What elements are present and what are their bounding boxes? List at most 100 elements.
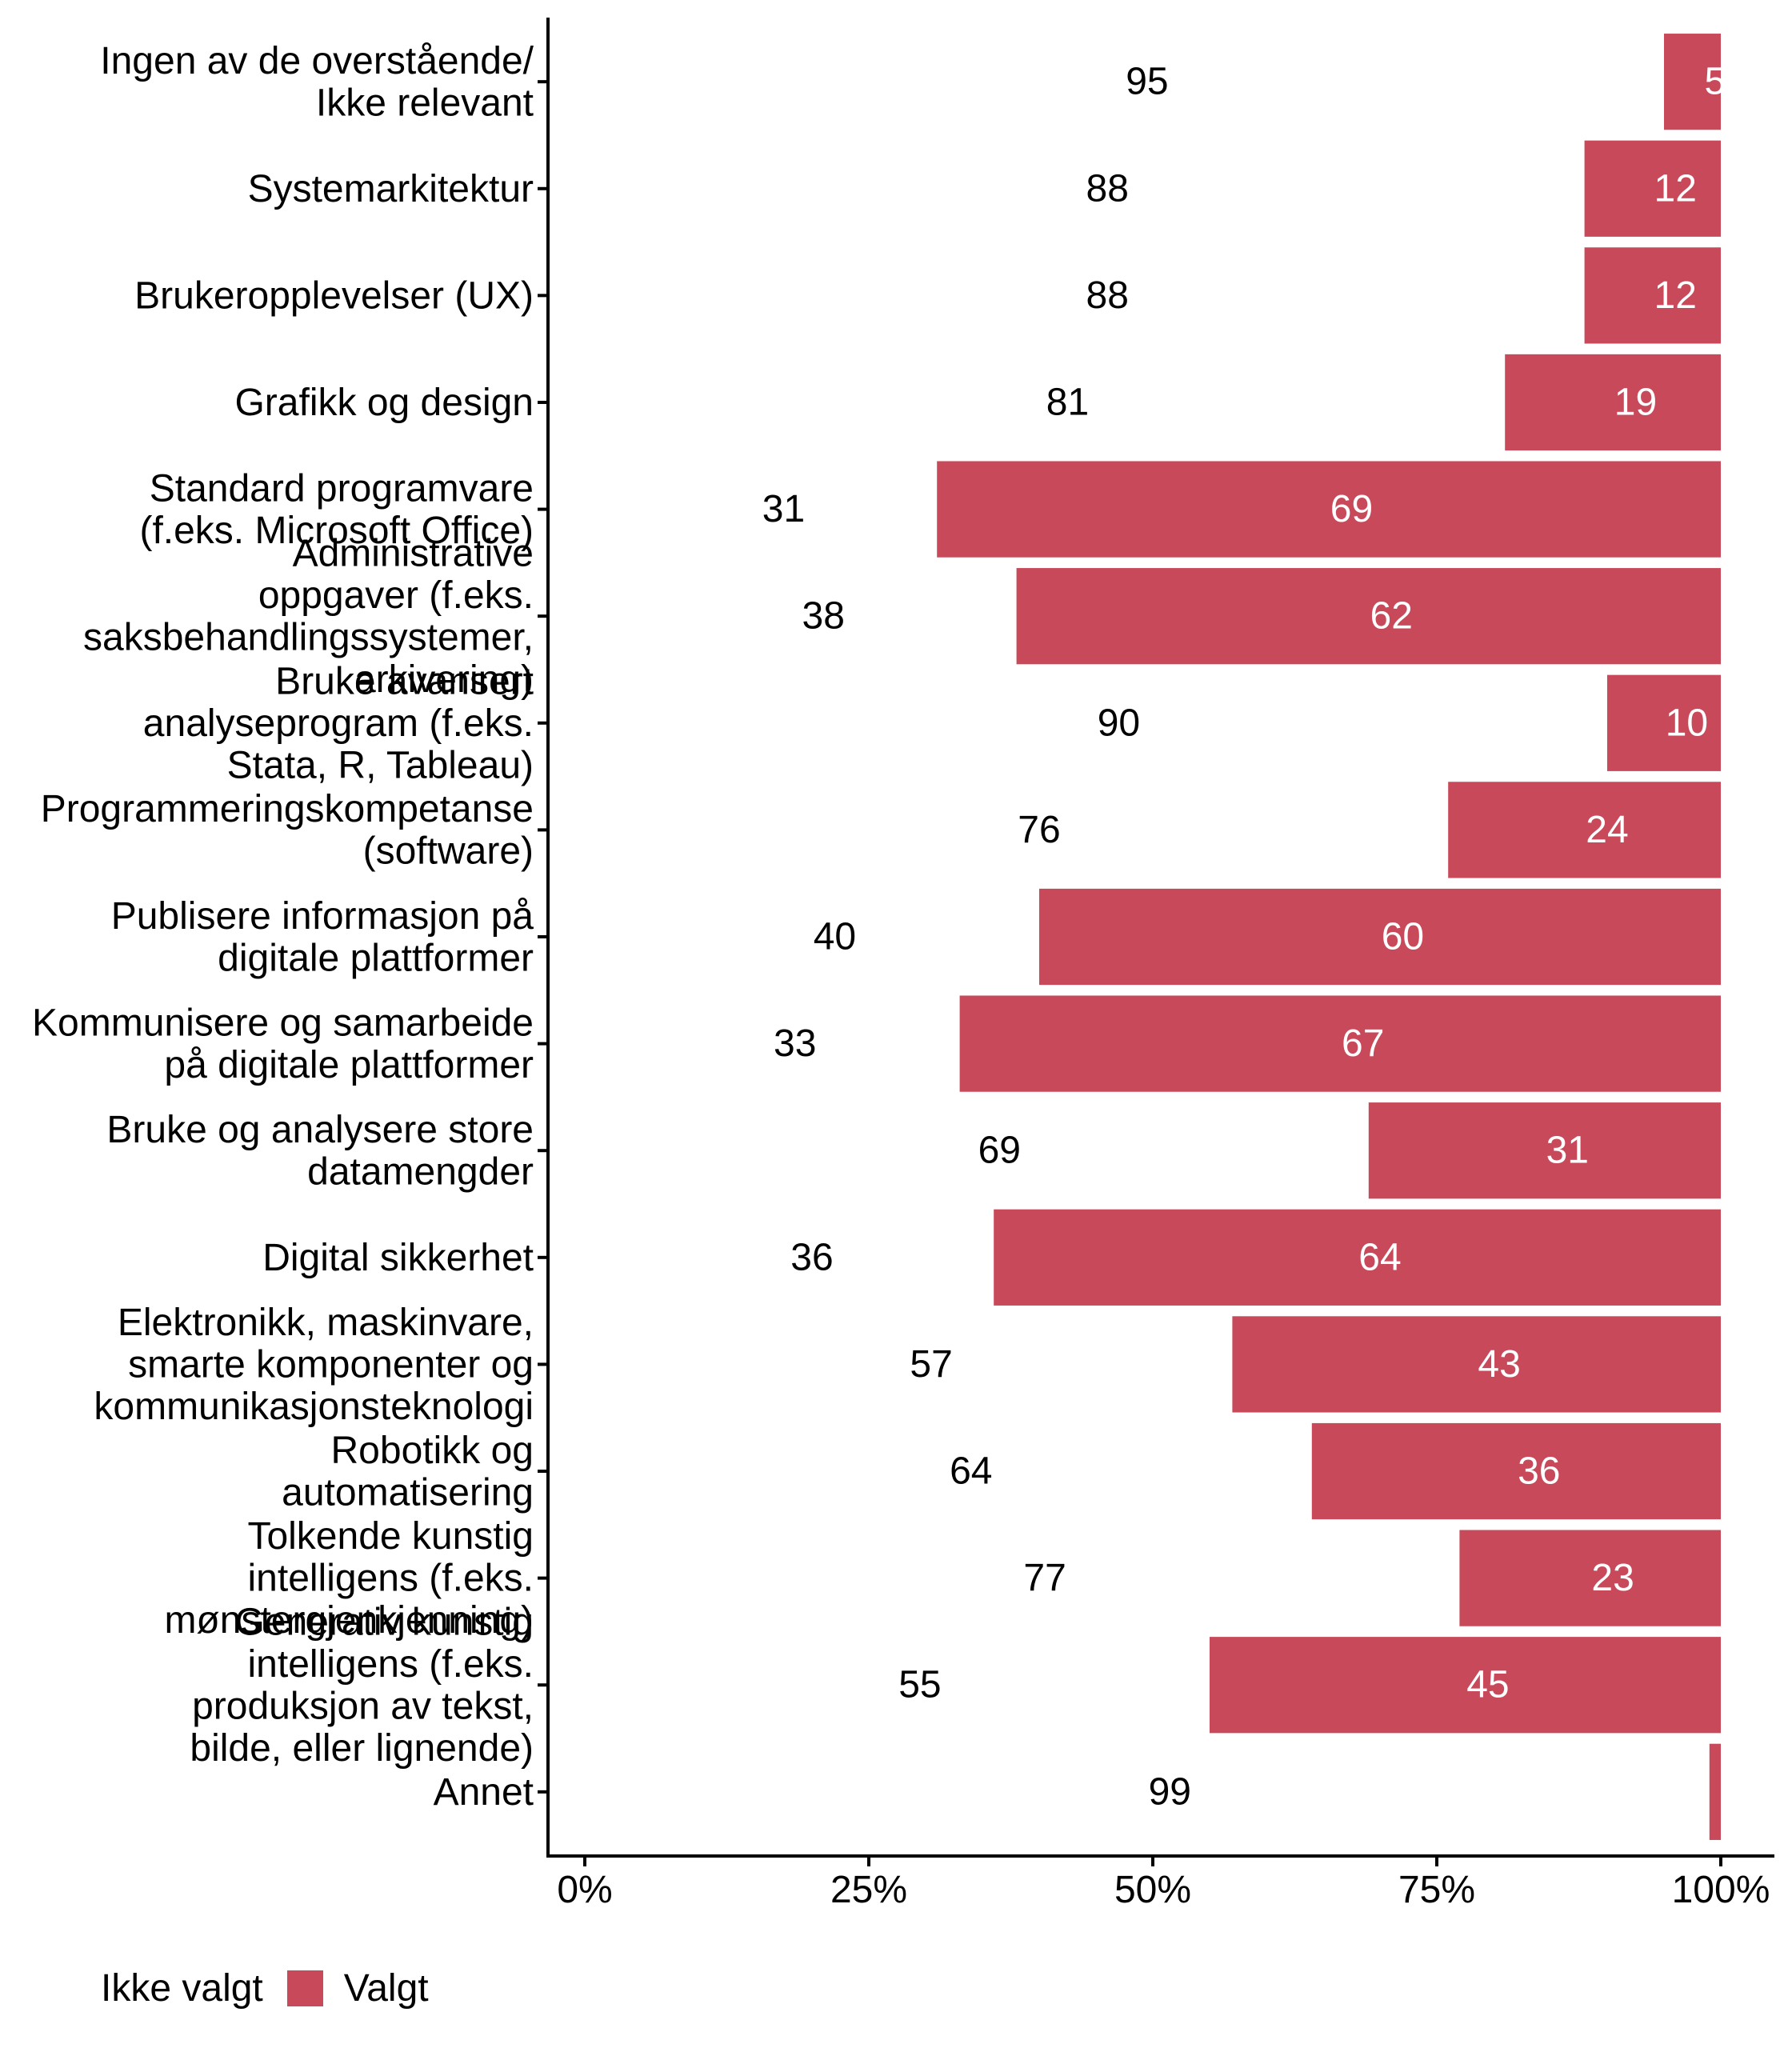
value-label-valgt: 64 [1358, 1236, 1401, 1278]
value-label-ikke-valgt: 95 [1126, 61, 1168, 103]
bar-valgt [1016, 568, 1721, 665]
y-axis-label-line: smarte komponenter og [128, 1343, 534, 1386]
bar-valgt [1459, 1530, 1721, 1626]
x-tick-label: 100% [1672, 1869, 1770, 1911]
y-axis-label: Annet [434, 1770, 534, 1813]
y-axis-label-line: Generativ kunstig [234, 1601, 534, 1643]
y-axis-label-line: digitale plattformer [218, 937, 534, 979]
y-axis-label-line: Grafikk og design [234, 381, 534, 423]
value-label-ikke-valgt: 36 [790, 1236, 833, 1278]
bar-valgt [994, 1209, 1721, 1306]
y-axis-labels: Ingen av de overstående/Ikke relevant Sys… [32, 39, 534, 1813]
y-axis-label-line: datamengder [307, 1150, 534, 1193]
y-axis-label: Tolkende kunstig intelligens (f.eks. mønst… [164, 1515, 534, 1642]
value-label-valgt: 60 [1382, 916, 1424, 958]
value-label-valgt: 12 [1654, 167, 1697, 210]
y-axis-label: Digital sikkerhet [262, 1236, 534, 1278]
y-axis-label-line: (f.eks. Microsoft Office) [139, 509, 534, 551]
y-axis-label-line: Stata, R, Tableau) [227, 744, 534, 786]
y-axis-label: Systemarkitektur [248, 167, 534, 210]
y-axis-label-line: Publisere informasjon på [111, 894, 534, 937]
bar-valgt [937, 461, 1721, 558]
bar-valgt [1210, 1637, 1721, 1734]
bar-valgt [1232, 1316, 1721, 1413]
value-label-ikke-valgt: 55 [898, 1664, 941, 1706]
value-label-valgt: 1 [1727, 1770, 1749, 1813]
y-axis-label-line: intelligens (f.eks. [248, 1557, 534, 1599]
value-label-ikke-valgt: 76 [1018, 809, 1060, 851]
y-axis-label: Kommunisere og samarbeide på digitale pla… [32, 1002, 534, 1086]
bar-valgt [1584, 247, 1721, 344]
y-axis-label-line: analyseprogram (f.eks. [143, 702, 534, 744]
y-axis-label-line: arkivering) [354, 658, 534, 700]
legend-label-ikke-valgt: Ikke valgt [101, 1966, 263, 2010]
y-axis-label: Generativ kunstig intelligens (f.eks. prod… [190, 1601, 534, 1770]
bar-valgt [1709, 1743, 1721, 1840]
y-axis-label: Ingen av de overstående/Ikke relevant [100, 39, 534, 124]
legend-label-valgt: Valgt [343, 1966, 429, 2010]
x-tick-label: 50% [1114, 1869, 1191, 1911]
value-label-valgt: 10 [1666, 702, 1708, 744]
y-axis-label-line: Ikke relevant [316, 82, 534, 124]
x-axis-labels: 0% 25% 50% 75% 100% [557, 1869, 1770, 1911]
legend-swatch-valgt [286, 1970, 323, 2006]
legend: Ikke valgt Valgt [101, 1964, 429, 2012]
y-axis-label: Grafikk og design [234, 381, 534, 423]
value-label-valgt: 24 [1586, 809, 1628, 851]
y-axis-label-line: Administrative [293, 532, 534, 574]
bar-valgt [1505, 354, 1721, 451]
y-axis-label-line: Robotikk og [331, 1429, 534, 1471]
value-label-valgt: 45 [1466, 1664, 1509, 1706]
bar-valgt [1039, 888, 1721, 986]
y-axis-label: Elektronikk, maskinvare, smarte komponent… [94, 1301, 534, 1427]
value-label-ikke-valgt: 69 [978, 1130, 1021, 1172]
value-label-ikke-valgt: 31 [762, 488, 805, 530]
y-axis-label-line: oppgaver (f.eks. [258, 574, 534, 616]
value-label-valgt: 23 [1591, 1557, 1634, 1599]
y-axis-label-line: bilde, eller lignende) [190, 1726, 534, 1769]
y-axis-label-line: Elektronikk, maskinvare, [118, 1301, 534, 1343]
y-axis-label: Bruke og analysere store datamengder [106, 1108, 534, 1193]
value-label-ikke-valgt: 99 [1149, 1770, 1191, 1813]
bar-valgt [1664, 34, 1721, 130]
bar-valgt [1368, 1102, 1721, 1199]
y-axis-label-line: Annet [434, 1770, 534, 1813]
bar-valgt [1448, 782, 1721, 878]
bar-valgt [959, 995, 1721, 1092]
x-tick-label: 75% [1398, 1869, 1475, 1911]
y-axis-label: Administrative oppgaver (f.eks. saksbehand… [83, 532, 534, 701]
value-label-valgt: 12 [1654, 274, 1697, 317]
value-label-ikke-valgt: 88 [1086, 274, 1129, 317]
y-axis-label-line: kommunikasjonsteknologi [94, 1385, 534, 1427]
value-label-ikke-valgt: 33 [774, 1022, 816, 1065]
bar-valgt [1584, 140, 1721, 237]
value-label-valgt: 43 [1478, 1343, 1520, 1386]
y-axis-label: Brukeropplevelser (UX) [134, 274, 534, 317]
value-label-ikke-valgt: 57 [910, 1343, 952, 1386]
value-label-valgt: 5 [1705, 61, 1726, 103]
x-tick-label: 25% [830, 1869, 907, 1911]
value-label-valgt: 19 [1614, 381, 1657, 423]
x-axis [546, 1854, 1774, 1866]
y-axis-label: Standard programvare (f.eks. Microsoft Of… [139, 467, 534, 552]
y-axis-label: Programmeringskompetanse (software) [41, 788, 534, 873]
y-axis-label-line: Tolkende kunstig [247, 1515, 534, 1558]
y-axis-label-line: produksjon av tekst, [192, 1685, 534, 1727]
y-axis-label-line: Systemarkitektur [248, 167, 534, 210]
y-axis-label-line: automatisering [282, 1471, 534, 1514]
value-label-valgt: 67 [1342, 1022, 1384, 1065]
value-label-ikke-valgt: 77 [1023, 1557, 1066, 1599]
value-label-valgt: 36 [1518, 1450, 1560, 1493]
y-axis-label: Bruke avansert analyseprogram (f.eks. Stat… [143, 660, 534, 786]
y-axis-label-line: Ingen av de overstående/ [100, 39, 534, 82]
y-axis-label-line: Digital sikkerhet [262, 1236, 534, 1278]
value-labels-layer: 95 5 88 12 88 12 81 19 31 69 38 62 90 10 76 24 40 60 33 67 6… [762, 61, 1749, 1814]
x-tick-label: 0% [557, 1869, 612, 1911]
y-axis-label-line: (software) [363, 830, 534, 872]
value-label-ikke-valgt: 64 [950, 1450, 992, 1493]
bar-valgt [1311, 1422, 1721, 1520]
value-label-valgt: 69 [1330, 488, 1373, 530]
value-label-ikke-valgt: 40 [814, 916, 856, 958]
y-axis-label-line: Standard programvare [150, 467, 534, 510]
